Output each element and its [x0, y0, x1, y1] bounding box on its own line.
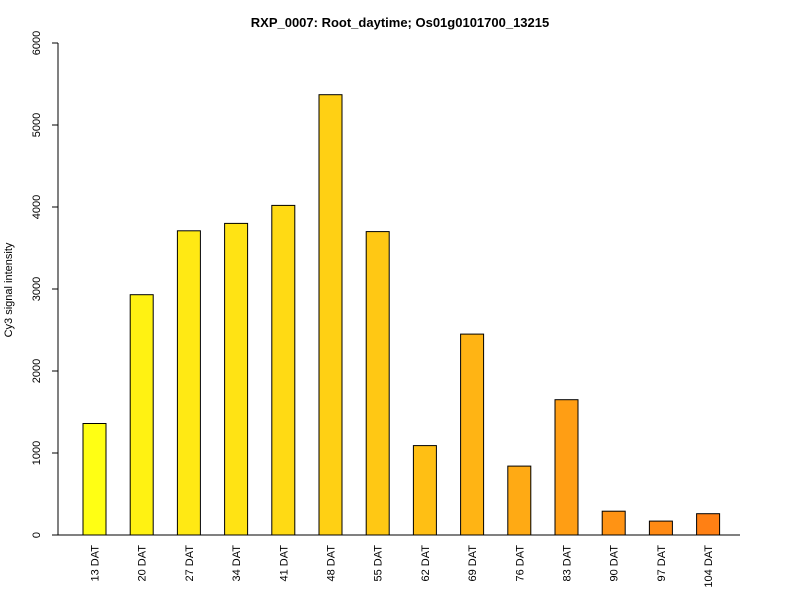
y-tick-label: 3000 [31, 277, 43, 301]
y-tick-label: 5000 [31, 113, 43, 137]
y-tick-label: 2000 [31, 359, 43, 383]
x-tick-label: 104 DAT [703, 545, 715, 588]
x-tick-label: 34 DAT [231, 545, 243, 582]
bar [412, 445, 437, 536]
x-tick-label: 90 DAT [609, 545, 621, 582]
bar [318, 94, 343, 536]
x-tick-label: 48 DAT [326, 545, 338, 582]
x-tick-label: 83 DAT [562, 545, 574, 582]
bar [554, 399, 579, 536]
bar [601, 510, 626, 536]
y-tick-label: 0 [31, 532, 43, 538]
bars-group [82, 94, 721, 536]
x-tick-label: 55 DAT [373, 545, 385, 582]
y-tick-label: 1000 [31, 441, 43, 465]
bar [648, 520, 673, 536]
y-tick-label: 4000 [31, 195, 43, 219]
x-tick-label: 13 DAT [90, 545, 102, 582]
x-tick-label: 69 DAT [467, 545, 479, 582]
bar [176, 230, 201, 536]
chart-title: RXP_0007: Root_daytime; Os01g0101700_132… [251, 15, 549, 30]
bar [460, 333, 485, 536]
y-tick-label: 6000 [31, 31, 43, 55]
x-axis-tick-labels: 13 DAT 20 DAT 27 DAT 34 DAT 41 DAT 48 DAT 55 D… [90, 545, 716, 588]
x-tick-label: 76 DAT [514, 545, 526, 582]
x-tick-label: 20 DAT [137, 545, 149, 582]
bar [365, 231, 390, 536]
bar [696, 513, 721, 536]
bar [82, 423, 107, 536]
y-axis: 0 1000 2000 3000 4000 5000 6000 [31, 31, 59, 538]
y-axis-label: Cy3 signal intensity [3, 242, 15, 337]
x-tick-label: 27 DAT [184, 545, 196, 582]
bar [507, 465, 532, 536]
x-tick-label: 41 DAT [278, 545, 290, 582]
x-tick-label: 62 DAT [420, 545, 432, 582]
x-tick-label: 97 DAT [656, 545, 668, 582]
bar [271, 204, 296, 536]
bar [129, 294, 154, 536]
bar [224, 222, 249, 536]
